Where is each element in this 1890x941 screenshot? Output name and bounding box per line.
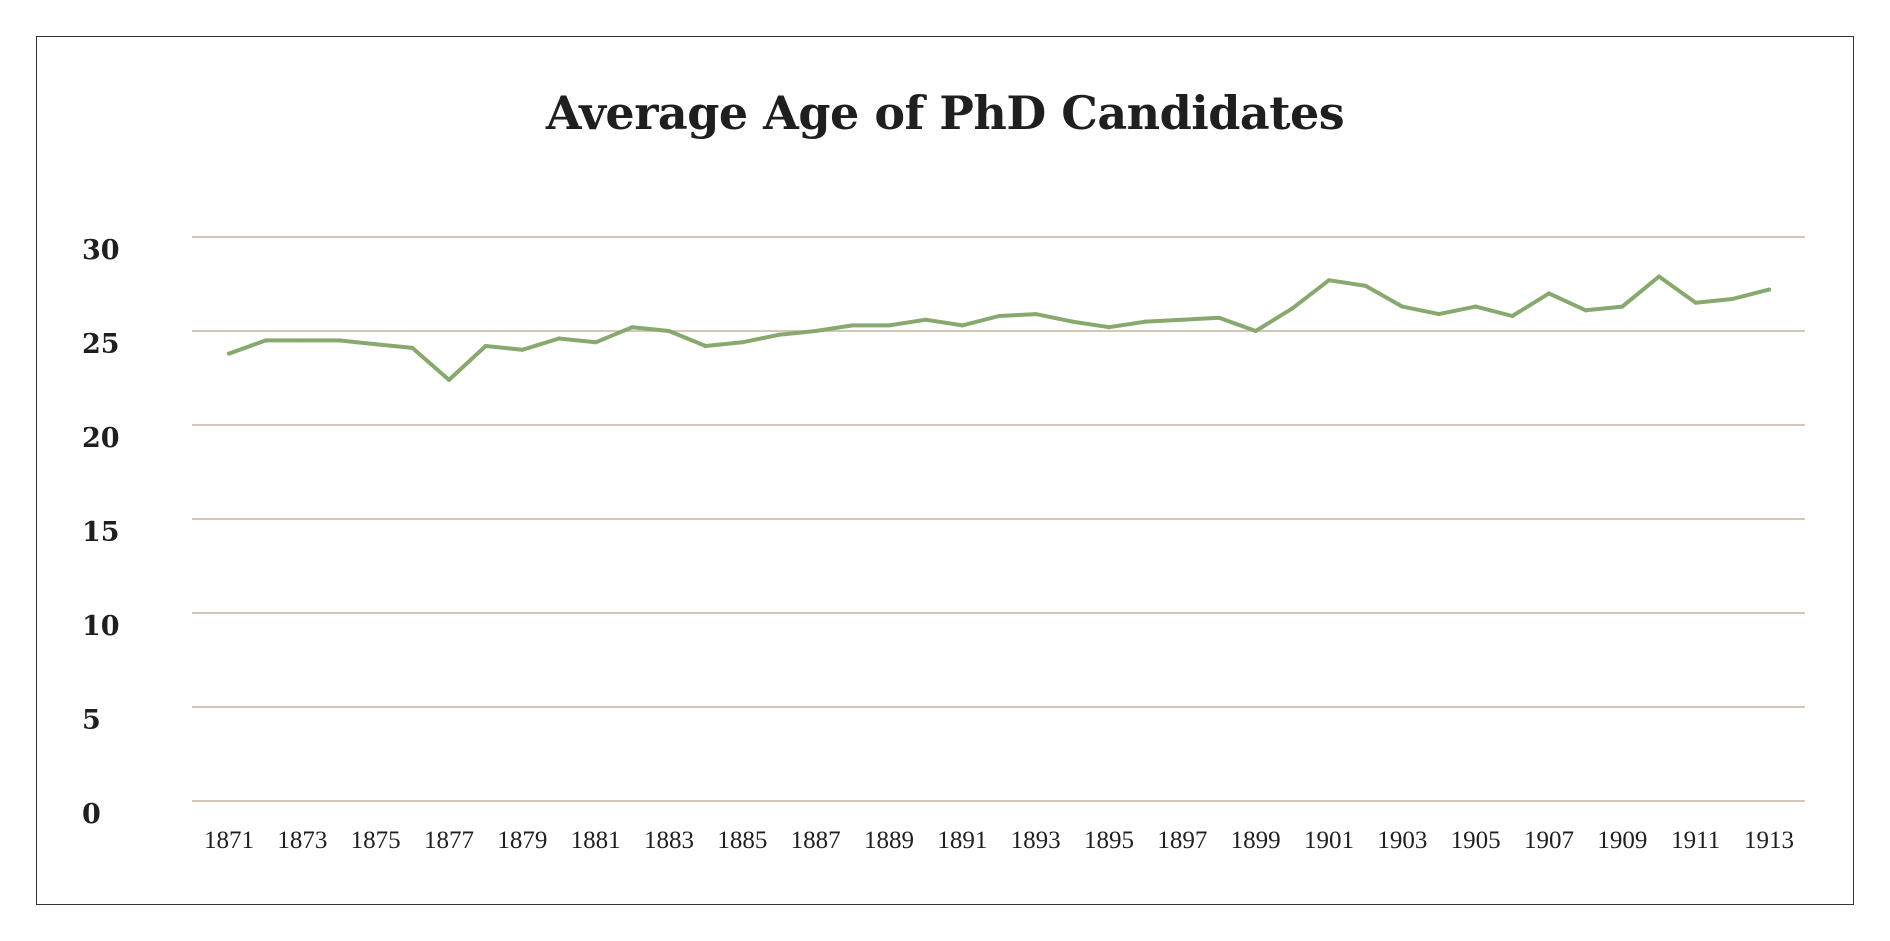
x-tick-label: 1891 [937, 827, 987, 854]
data-point [1400, 304, 1405, 309]
data-point [740, 340, 745, 345]
data-point [1437, 312, 1441, 317]
data-point [483, 344, 488, 349]
data-point [1730, 297, 1735, 302]
series-line-0 [227, 274, 1771, 382]
x-tick-label: 1913 [1744, 827, 1794, 854]
x-tick-label: 1899 [1231, 827, 1281, 854]
data-point [300, 338, 305, 343]
x-tick-label: 1877 [424, 827, 474, 854]
data-point [1693, 300, 1698, 305]
x-tick-label: 1903 [1377, 827, 1427, 854]
chart-frame [36, 36, 1854, 905]
x-tick-label: 1909 [1597, 827, 1647, 854]
data-point [410, 345, 415, 350]
x-tick-label: 1879 [497, 827, 547, 854]
x-tick-label: 1889 [864, 827, 914, 854]
data-point [813, 329, 818, 333]
data-point [1253, 329, 1258, 333]
data-point [593, 340, 598, 345]
x-tick-label: 1871 [204, 827, 254, 854]
chart-title: Average Age of PhD Candidates [545, 86, 1345, 140]
data-point [1620, 304, 1625, 309]
x-axis-ticks: 1871 1873 1875 1877 1879 1881 1883 1885 1887 1889… [204, 827, 1794, 854]
series-layer [227, 274, 1771, 382]
data-point [373, 342, 378, 347]
data-point [1363, 283, 1368, 288]
data-point [1180, 317, 1185, 322]
data-point [1143, 319, 1148, 324]
data-point [777, 332, 781, 337]
x-tick-label: 1883 [644, 827, 694, 854]
y-tick-label: 5 [82, 705, 101, 736]
x-tick-label: 1885 [717, 827, 767, 854]
data-point [923, 317, 928, 322]
data-point [960, 323, 965, 328]
data-point [1583, 308, 1588, 313]
data-point [1657, 274, 1661, 279]
data-point [1767, 287, 1771, 292]
data-point [1290, 306, 1295, 311]
data-point [1327, 278, 1331, 283]
y-tick-label: 20 [82, 423, 120, 454]
data-point [1510, 313, 1515, 318]
y-tick-label: 25 [82, 329, 120, 360]
data-point [520, 347, 525, 352]
x-tick-label: 1873 [277, 827, 327, 854]
data-point [447, 377, 451, 382]
data-point [850, 323, 855, 328]
data-point [227, 351, 231, 356]
data-point [997, 313, 1001, 318]
x-tick-label: 1905 [1451, 827, 1501, 854]
x-tick-label: 1875 [351, 827, 401, 854]
data-point [1070, 319, 1075, 324]
x-tick-label: 1881 [571, 827, 621, 854]
data-point [1033, 312, 1038, 317]
x-tick-label: 1901 [1304, 827, 1354, 854]
data-point [1217, 315, 1221, 320]
data-point [887, 323, 891, 328]
x-tick-label: 1895 [1084, 827, 1134, 854]
x-tick-label: 1893 [1011, 827, 1061, 854]
data-point [263, 338, 268, 343]
y-tick-label: 30 [82, 235, 120, 266]
y-tick-label: 0 [82, 799, 101, 830]
y-tick-label: 15 [82, 517, 120, 548]
x-tick-label: 1911 [1671, 827, 1720, 854]
data-point [557, 336, 561, 341]
data-point [1473, 304, 1478, 309]
grid-lines [192, 236, 1805, 802]
x-tick-label: 1897 [1157, 827, 1207, 854]
data-point [630, 325, 635, 330]
x-tick-label: 1907 [1524, 827, 1574, 854]
x-tick-label: 1887 [791, 827, 841, 854]
data-point [1107, 325, 1111, 330]
data-point [337, 338, 341, 343]
data-point [667, 329, 671, 333]
y-tick-label: 10 [82, 611, 120, 642]
data-point [1547, 291, 1551, 296]
data-point [703, 344, 708, 349]
y-axis-ticks: 0 5 10 15 20 25 30 [82, 235, 120, 830]
